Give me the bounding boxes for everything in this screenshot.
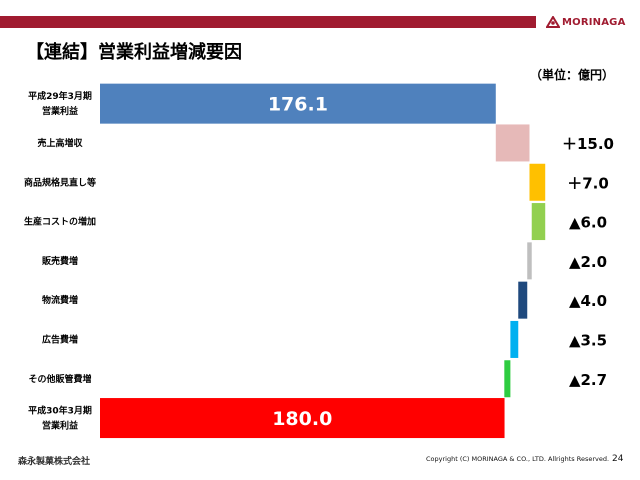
delta-bar	[518, 281, 528, 319]
brand-name: MORINAGA	[562, 16, 626, 28]
category-label: 平成29年3月期営業利益	[28, 90, 92, 117]
category-label: その他販管費増	[28, 373, 91, 385]
delta-value-label: ▲4.0	[569, 292, 607, 310]
delta-value-label: ▲6.0	[569, 214, 607, 232]
delta-value-label: ＋15.0	[562, 135, 614, 153]
delta-bar	[527, 242, 532, 280]
category-label: 売上高増収	[37, 137, 83, 149]
start-total-bar	[100, 83, 496, 124]
brand-logo: MORINAGA	[546, 13, 626, 31]
category-label: 商品規格見直し等	[24, 176, 96, 188]
end-total-bar	[100, 398, 505, 439]
delta-value-label: ＋7.0	[567, 174, 609, 192]
copyright-notice: Copyright (C) MORINAGA & CO., LTD. Allri…	[426, 455, 610, 463]
delta-bar	[510, 320, 519, 358]
delta-value-label: ▲2.0	[569, 253, 607, 271]
page-number: 24	[612, 454, 624, 464]
delta-bar	[495, 124, 530, 162]
category-label: 平成30年3月期営業利益	[28, 405, 92, 432]
page-title: 【連結】営業利益増減要因	[26, 42, 242, 63]
delta-bar	[504, 360, 511, 398]
total-value-label: 180.0	[272, 408, 332, 430]
header-accent-bar	[0, 16, 536, 28]
morinaga-angel-icon	[546, 16, 560, 28]
total-value-label: 176.1	[268, 94, 328, 116]
category-label: 広告費増	[42, 333, 78, 345]
category-label: 販売費増	[42, 255, 78, 267]
category-label: 物流費増	[42, 294, 78, 306]
delta-value-label: ▲3.5	[569, 331, 607, 349]
delta-bar	[529, 163, 546, 201]
category-label: 生産コストの増加	[24, 216, 96, 228]
company-name: 森永製菓株式会社	[18, 457, 91, 467]
delta-bar	[531, 203, 546, 241]
unit-label: （単位：億円）	[529, 68, 614, 82]
delta-value-label: ▲2.7	[569, 371, 607, 389]
